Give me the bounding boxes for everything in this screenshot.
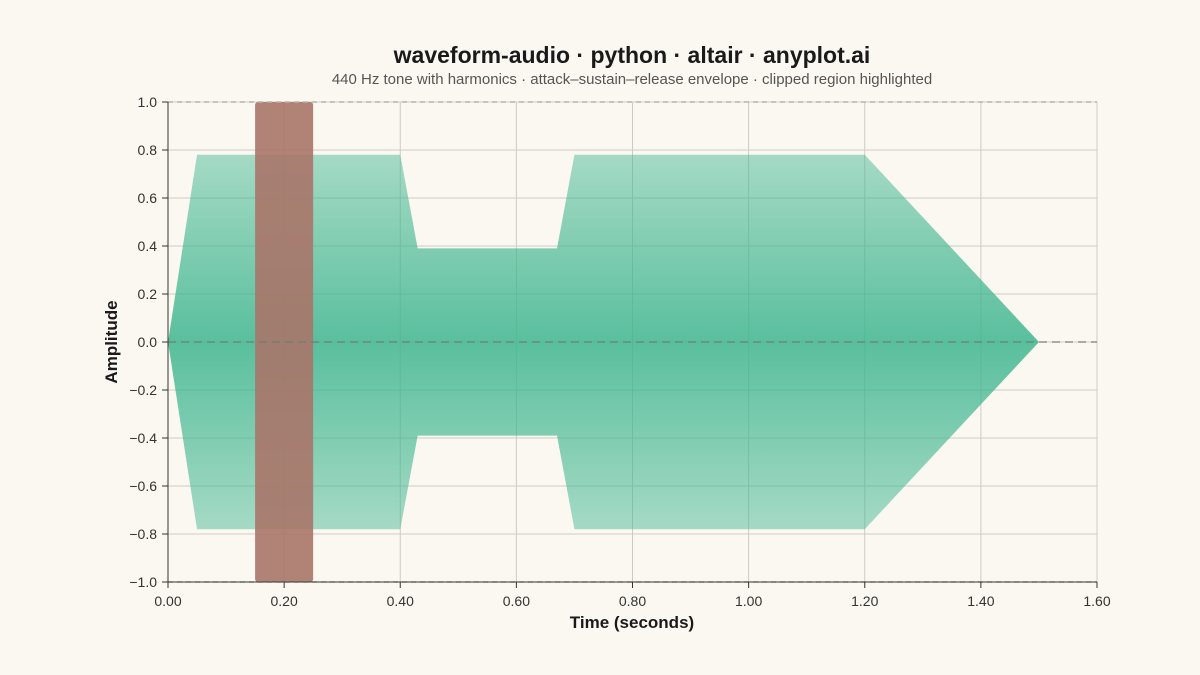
x-tick-label: 0.00	[154, 593, 181, 609]
y-tick-label: 0.6	[138, 190, 158, 206]
y-tick-label: 0.0	[138, 334, 158, 350]
x-tick-label: 0.20	[271, 593, 298, 609]
clipped-region	[255, 102, 314, 582]
y-tick-label: 0.4	[138, 238, 158, 254]
x-tick-label: 1.60	[1083, 593, 1110, 609]
y-axis-label: Amplitude	[102, 300, 121, 383]
x-tick-label: 1.00	[735, 593, 762, 609]
y-tick-label: −0.6	[129, 478, 157, 494]
y-tick-label: 0.2	[138, 286, 158, 302]
chart-subtitle: 440 Hz tone with harmonics · attack–sust…	[331, 71, 933, 88]
x-axis-label: Time (seconds)	[570, 613, 694, 632]
x-tick-label: 0.60	[503, 593, 530, 609]
x-tick-label: 1.40	[967, 593, 994, 609]
y-tick-label: 1.0	[138, 94, 158, 110]
y-tick-label: 0.8	[138, 142, 158, 158]
plot-area	[168, 101, 1097, 583]
x-tick-label: 0.80	[619, 593, 646, 609]
y-tick-label: −0.8	[129, 526, 157, 542]
y-tick-label: −0.4	[129, 430, 157, 446]
y-tick-label: −0.2	[129, 382, 157, 398]
y-tick-label: −1.0	[129, 574, 157, 590]
x-tick-label: 1.20	[851, 593, 878, 609]
axes: 0.00 0.20 0.40 0.60 0.80 1.00 1.20 1.40 1.60 1.0 0…	[129, 94, 1110, 609]
x-tick-label: 0.40	[387, 593, 414, 609]
chart-title: waveform-audio · python · altair · anypl…	[393, 42, 871, 68]
